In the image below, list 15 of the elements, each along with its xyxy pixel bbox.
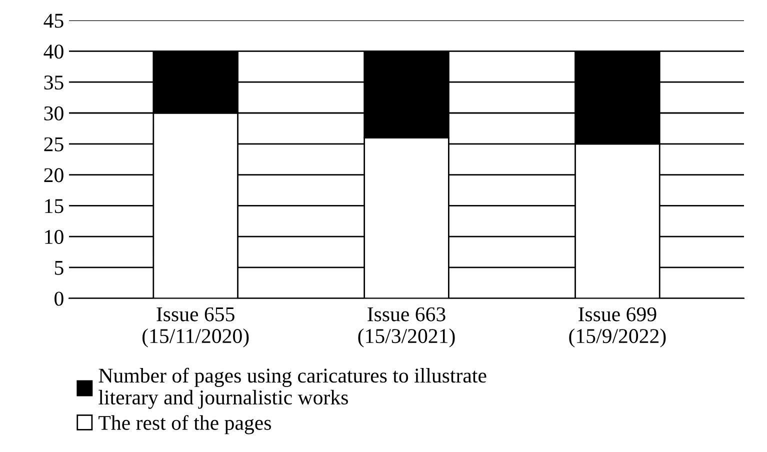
legend-label: Number of pages using caricatures to illustrate literary and journalistic works	[98, 368, 486, 409]
y-tick-label: 15	[45, 199, 64, 214]
x-tick-label: Issue 655 (15/11/2020)	[142, 307, 249, 348]
y-tick-label: 40	[44, 44, 64, 59]
y-tick-label: 35	[44, 76, 64, 90]
y-tick-label: 20	[44, 168, 64, 182]
y-tick-label: 5	[54, 261, 64, 275]
y-tick-label: 0	[54, 292, 64, 306]
x-tick-label: Issue 663 (15/3/2021)	[358, 307, 455, 348]
y-tick-label: 25	[44, 137, 64, 152]
y-tick-label: 30	[44, 106, 64, 120]
x-tick-label: Issue 699 (15/9/2022)	[569, 307, 666, 348]
legend-label: The rest of the pages	[98, 415, 271, 434]
y-tick-label: 10	[45, 230, 64, 244]
y-tick-label: 45	[44, 14, 64, 28]
